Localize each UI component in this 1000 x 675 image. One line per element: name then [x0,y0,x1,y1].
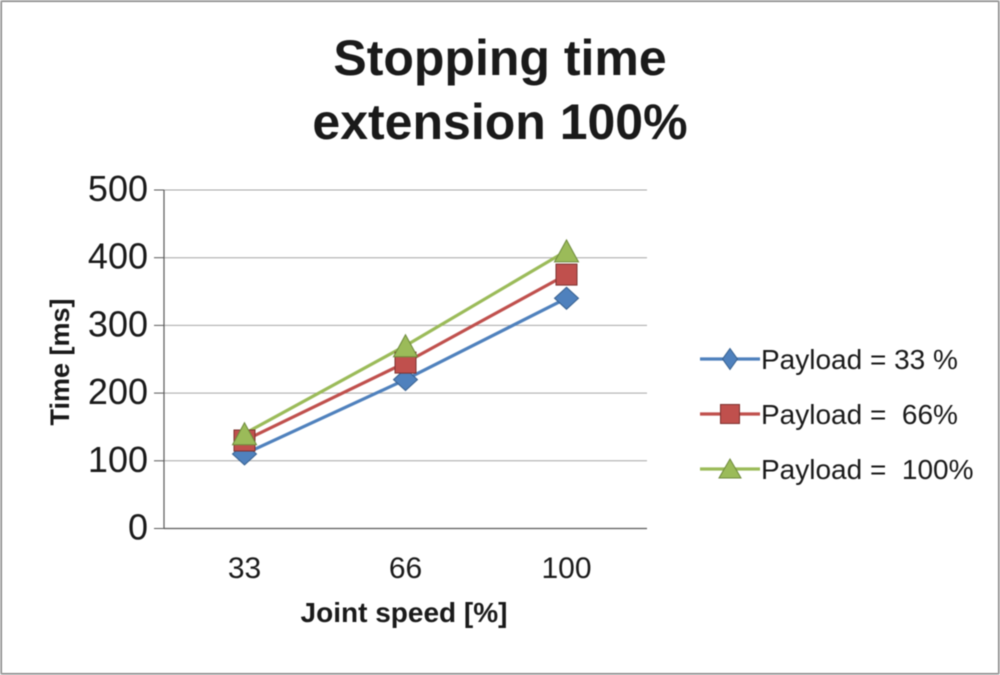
svg-text:Joint speed [%]: Joint speed [%] [301,597,508,628]
svg-text:33: 33 [228,552,261,585]
svg-text:66: 66 [389,552,422,585]
svg-text:Payload = 66%: Payload = 66% [761,399,958,430]
svg-text:Payload = 33 %: Payload = 33 % [761,344,958,375]
svg-text:Payload = 100%: Payload = 100% [761,454,974,485]
svg-text:100: 100 [541,552,591,585]
svg-text:0: 0 [128,507,148,548]
svg-text:400: 400 [88,236,148,277]
svg-text:300: 300 [88,303,148,344]
svg-text:Time [ms]: Time [ms] [45,298,75,425]
svg-text:100: 100 [88,439,148,480]
svg-text:200: 200 [88,371,148,412]
svg-text:500: 500 [88,168,148,209]
